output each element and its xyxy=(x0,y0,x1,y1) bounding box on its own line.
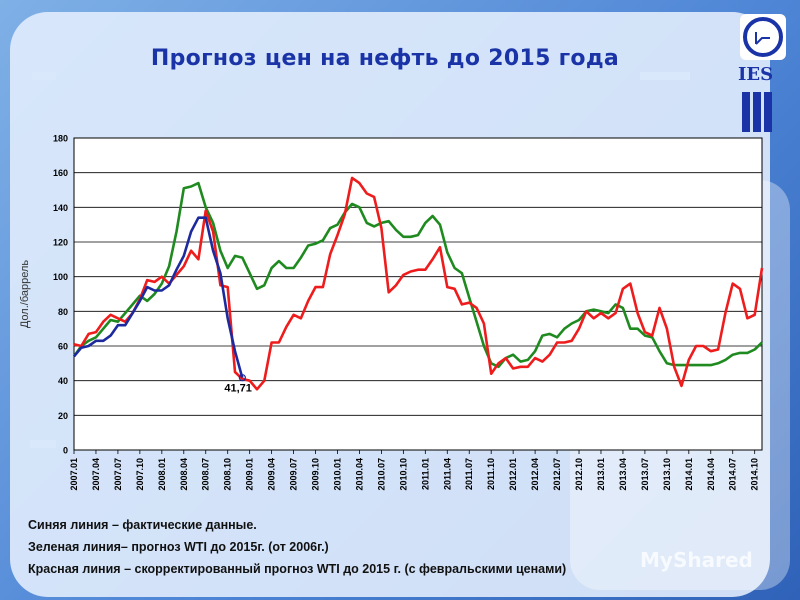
x-tick-label: 2013.10 xyxy=(662,458,672,491)
x-tick-label: 2008.07 xyxy=(201,458,211,491)
x-tick-label: 2010.01 xyxy=(332,458,342,491)
oil-price-chart: 0 20 40 60 80 100 120 140 160 180 Дол./баррель 2007… xyxy=(14,130,774,510)
chart-svg: 0 20 40 60 80 100 120 140 160 180 Дол./баррель 2007… xyxy=(19,134,764,491)
x-tick-label: 2010.04 xyxy=(354,458,364,491)
y-tick-label: 160 xyxy=(53,168,68,178)
y-tick-label: 60 xyxy=(58,342,68,352)
x-tick-label: 2007.01 xyxy=(69,458,79,491)
y-tick-label: 100 xyxy=(53,272,68,282)
x-tick-label: 2007.10 xyxy=(135,458,145,491)
y-tick-label: 140 xyxy=(53,203,68,213)
x-tick-label: 2010.07 xyxy=(376,458,386,491)
series-line-actual xyxy=(73,216,244,379)
x-tick-label: 2012.10 xyxy=(574,458,584,491)
legend-actual-note: Синяя линия – фактические данные. xyxy=(28,518,257,532)
watermark: MyShared xyxy=(640,548,753,572)
x-tick-label: 2007.07 xyxy=(113,458,123,491)
x-tick-label: 2008.04 xyxy=(179,458,189,491)
y-axis-label: Дол./баррель xyxy=(19,260,31,329)
x-tick-label: 2012.04 xyxy=(530,458,540,491)
x-tick-label: 2009.10 xyxy=(311,458,321,491)
x-tick-label: 2009.04 xyxy=(267,458,277,491)
legend-forecast-corrected-note: Красная линия – скорректированный прогно… xyxy=(28,562,567,576)
logo-text: IES xyxy=(738,64,774,85)
x-tick-label: 2014.01 xyxy=(684,458,694,491)
y-tick-label: 180 xyxy=(53,134,68,144)
x-tick-label: 2009.01 xyxy=(245,458,255,491)
y-tick-label: 20 xyxy=(58,411,68,421)
series-line-forecast_corrected xyxy=(73,176,764,391)
x-tick-label: 2011.10 xyxy=(486,458,496,490)
x-tick-label: 2008.10 xyxy=(223,458,233,491)
x-tick-label: 2011.04 xyxy=(442,458,452,490)
slide-title: Прогноз цен на нефть до 2015 года xyxy=(150,46,620,71)
annotation-label: 41,71 xyxy=(224,383,252,395)
x-tick-label: 2011.07 xyxy=(464,458,474,490)
x-tick-label: 2014.04 xyxy=(706,458,716,491)
legend-notes: Синяя линия – фактические данные. Зелена… xyxy=(28,514,768,580)
legend-forecast-2006-note: Зеленая линия– прогноз WTI до 2015г. (от… xyxy=(28,540,329,554)
y-tick-label: 80 xyxy=(58,307,68,317)
x-tick-label: 2014.10 xyxy=(750,458,760,491)
plot-area xyxy=(73,137,763,451)
x-tick-label: 2013.07 xyxy=(640,458,650,491)
x-tick-label: 2013.01 xyxy=(596,458,606,491)
x-tick-label: 2013.04 xyxy=(618,458,628,491)
x-tick-label: 2011.01 xyxy=(420,458,430,490)
annotation-marker xyxy=(238,374,246,382)
x-tick-label: 2008.01 xyxy=(157,458,167,491)
y-tick-label: 120 xyxy=(53,238,68,248)
ies-logo: IES xyxy=(732,12,792,132)
x-tick-label: 2007.04 xyxy=(91,458,101,491)
x-tick-label: 2009.07 xyxy=(289,458,299,491)
y-tick-label: 0 xyxy=(63,446,68,456)
x-tick-label: 2012.01 xyxy=(508,458,518,491)
y-tick-label: 40 xyxy=(58,376,68,386)
logo-bars-icon xyxy=(742,92,772,132)
series-line-forecast_2006 xyxy=(72,181,763,369)
logo-emblem-icon xyxy=(740,14,786,60)
x-tick-label: 2010.10 xyxy=(398,458,408,491)
x-tick-label: 2014.07 xyxy=(728,458,738,491)
x-tick-label: 2012.07 xyxy=(552,458,562,491)
